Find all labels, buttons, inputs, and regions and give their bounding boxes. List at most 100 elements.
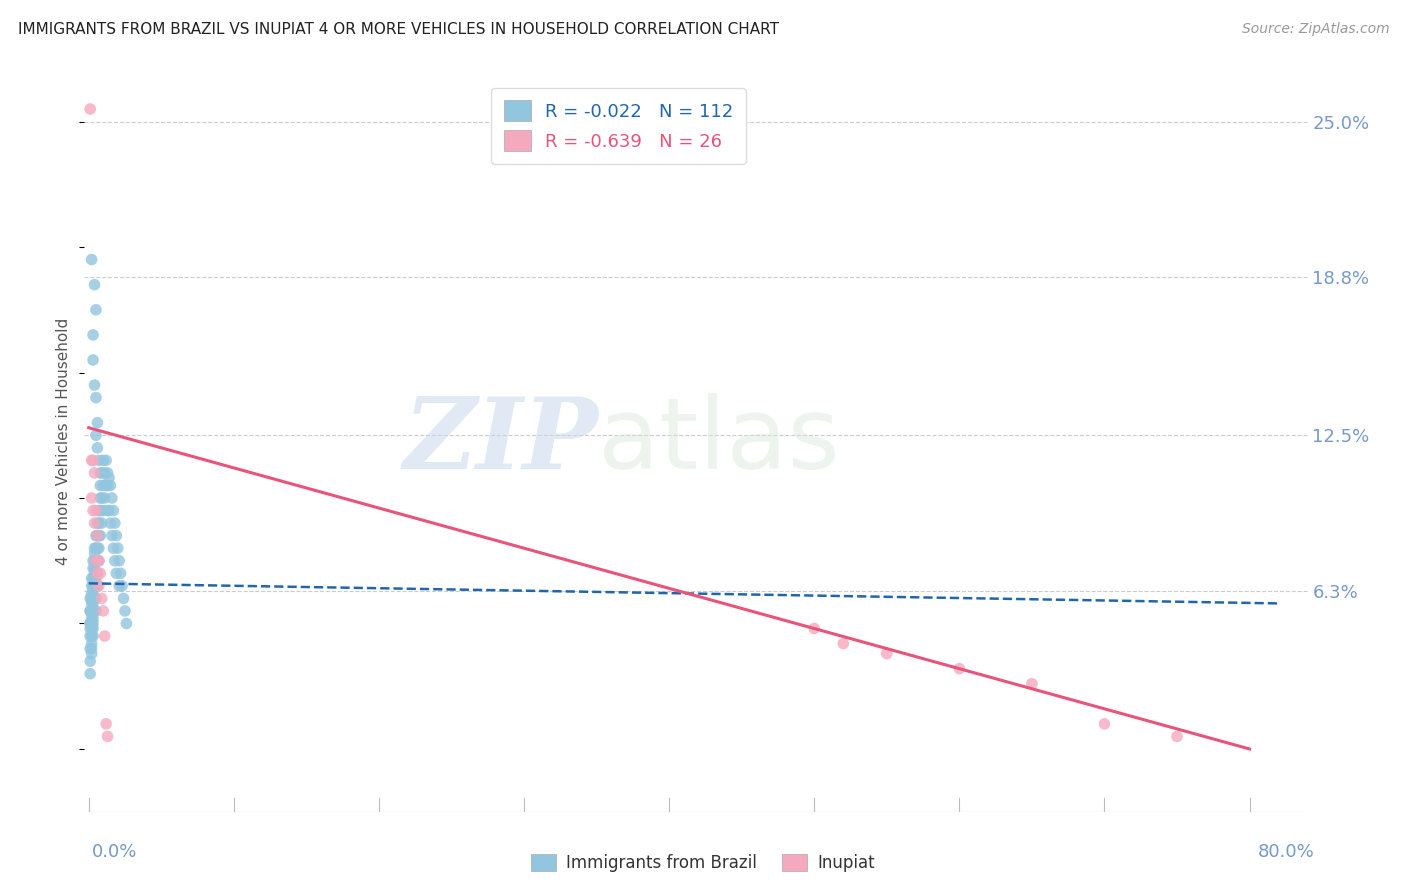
Point xyxy=(948,662,970,676)
Point xyxy=(89,466,111,480)
Point xyxy=(89,529,111,543)
Point xyxy=(83,571,105,585)
Point xyxy=(89,478,111,492)
Text: 80.0%: 80.0% xyxy=(1258,843,1315,861)
Point xyxy=(90,466,112,480)
Point xyxy=(80,622,103,636)
Point xyxy=(876,647,898,661)
Point xyxy=(108,554,131,568)
Point xyxy=(84,604,107,618)
Point xyxy=(98,503,121,517)
Point xyxy=(79,616,101,631)
Point xyxy=(83,466,105,480)
Point xyxy=(97,730,120,744)
Point xyxy=(82,591,104,606)
Point xyxy=(84,554,107,568)
Point xyxy=(83,378,105,392)
Point xyxy=(90,491,112,505)
Point xyxy=(110,566,132,581)
Point xyxy=(86,416,108,430)
Point xyxy=(87,503,110,517)
Text: Source: ZipAtlas.com: Source: ZipAtlas.com xyxy=(1241,22,1389,37)
Point xyxy=(80,491,103,505)
Point xyxy=(111,579,134,593)
Point xyxy=(80,629,103,643)
Point xyxy=(82,571,104,585)
Point xyxy=(82,611,104,625)
Point xyxy=(100,516,122,530)
Point xyxy=(84,554,107,568)
Point xyxy=(80,252,103,267)
Point xyxy=(79,102,101,116)
Point xyxy=(112,591,135,606)
Point xyxy=(79,616,101,631)
Point xyxy=(82,327,104,342)
Legend: Immigrants from Brazil, Inupiat: Immigrants from Brazil, Inupiat xyxy=(524,847,882,879)
Point xyxy=(103,503,125,517)
Point xyxy=(90,516,112,530)
Text: IMMIGRANTS FROM BRAZIL VS INUPIAT 4 OR MORE VEHICLES IN HOUSEHOLD CORRELATION CH: IMMIGRANTS FROM BRAZIL VS INUPIAT 4 OR M… xyxy=(18,22,779,37)
Point xyxy=(89,566,111,581)
Point xyxy=(84,541,107,556)
Point xyxy=(104,516,127,530)
Point xyxy=(84,302,107,317)
Point xyxy=(83,579,105,593)
Point xyxy=(94,478,117,492)
Point xyxy=(89,503,111,517)
Point xyxy=(82,622,104,636)
Point xyxy=(82,561,104,575)
Point xyxy=(82,586,104,600)
Point xyxy=(82,604,104,618)
Y-axis label: 4 or more Vehicles in Household: 4 or more Vehicles in Household xyxy=(56,318,72,566)
Point xyxy=(84,529,107,543)
Point xyxy=(83,541,105,556)
Point xyxy=(80,453,103,467)
Point xyxy=(107,541,129,556)
Point xyxy=(83,591,105,606)
Point xyxy=(80,647,103,661)
Point xyxy=(86,441,108,455)
Point xyxy=(82,596,104,610)
Point xyxy=(86,566,108,581)
Point xyxy=(803,622,825,636)
Point xyxy=(1166,730,1188,744)
Point xyxy=(83,604,105,618)
Point xyxy=(105,566,128,581)
Point xyxy=(94,453,117,467)
Point xyxy=(80,596,103,610)
Point xyxy=(87,579,110,593)
Point xyxy=(89,491,111,505)
Point xyxy=(93,466,115,480)
Point xyxy=(94,717,117,731)
Point xyxy=(90,591,112,606)
Point xyxy=(91,478,114,492)
Point xyxy=(80,579,103,593)
Point xyxy=(97,478,120,492)
Point xyxy=(105,529,128,543)
Point xyxy=(103,541,125,556)
Point xyxy=(101,529,124,543)
Point xyxy=(86,529,108,543)
Point xyxy=(87,554,110,568)
Point xyxy=(84,579,107,593)
Point xyxy=(83,554,105,568)
Point xyxy=(91,604,114,618)
Point xyxy=(86,529,108,543)
Point xyxy=(83,516,105,530)
Point xyxy=(86,516,108,530)
Point xyxy=(80,636,103,650)
Point xyxy=(80,616,103,631)
Point xyxy=(104,554,127,568)
Point xyxy=(83,277,105,292)
Point xyxy=(97,503,120,517)
Text: atlas: atlas xyxy=(598,393,839,490)
Point xyxy=(82,503,104,517)
Point xyxy=(91,503,114,517)
Point xyxy=(80,611,103,625)
Point xyxy=(82,579,104,593)
Point xyxy=(84,391,107,405)
Point xyxy=(79,666,101,681)
Point xyxy=(115,616,138,631)
Point xyxy=(83,546,105,560)
Point xyxy=(82,616,104,631)
